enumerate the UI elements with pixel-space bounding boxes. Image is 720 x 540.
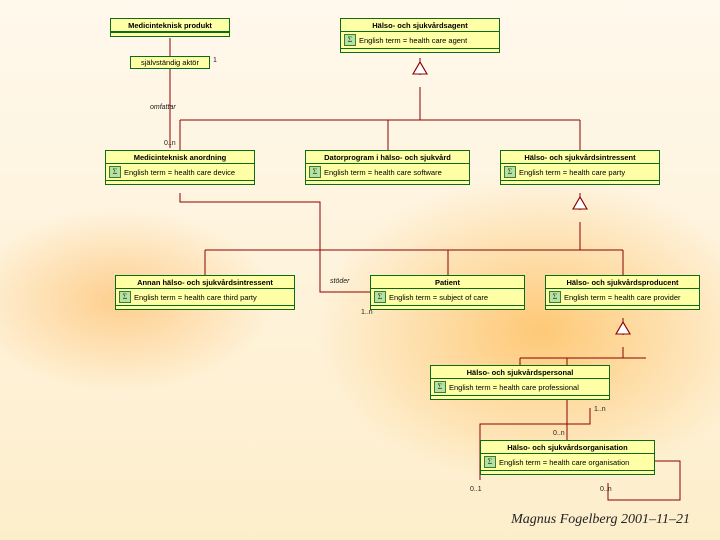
box-device: Medicinteknisk anordning Σ English term … (105, 150, 255, 185)
sigma-icon: Σ (434, 381, 446, 393)
sigma-icon: Σ (549, 291, 561, 303)
box-text: English term = health care software (324, 168, 442, 177)
box-title: Medicinteknisk produkt (111, 19, 229, 32)
sigma-icon: Σ (309, 166, 321, 178)
box-title: Datorprogram i hälso- och sjukvård (306, 151, 469, 164)
box-organisation: Hälso- och sjukvårdsorganisation Σ Engli… (480, 440, 655, 475)
label-stoder: stöder (330, 278, 349, 285)
box-aktor: självständig aktör (130, 56, 210, 69)
box-text: självständig aktör (141, 58, 199, 67)
box-title: Hälso- och sjukvårdspersonal (431, 366, 609, 379)
sigma-icon: Σ (119, 291, 131, 303)
box-party: Hälso- och sjukvårdsintressent Σ English… (500, 150, 660, 185)
box-text: English term = health care provider (564, 293, 681, 302)
sigma-icon: Σ (344, 34, 356, 46)
box-title: Hälso- och sjukvårdsorganisation (481, 441, 654, 454)
label-one-n: 1..n (361, 309, 373, 316)
box-text: English term = health care agent (359, 36, 467, 45)
box-patient: Patient Σ English term = subject of care (370, 275, 525, 310)
box-title: Hälso- och sjukvårdsproducent (546, 276, 699, 289)
label-zero-one: 0..1 (470, 486, 482, 493)
box-product: Medicinteknisk produkt (110, 18, 230, 37)
box-title: Hälso- och sjukvårdsintressent (501, 151, 659, 164)
sigma-icon: Σ (109, 166, 121, 178)
box-personal: Hälso- och sjukvårdspersonal Σ English t… (430, 365, 610, 400)
label-zero-n: 0..n (164, 140, 176, 147)
diagram-canvas: Medicinteknisk produkt självständig aktö… (0, 0, 720, 540)
box-title: Hälso- och sjukvårdsagent (341, 19, 499, 32)
label-one: 1 (213, 57, 217, 64)
label-zero-n: 0..n (600, 486, 612, 493)
box-text: English term = health care third party (134, 293, 257, 302)
box-title: Medicinteknisk anordning (106, 151, 254, 164)
box-text: English term = health care organisation (499, 458, 629, 467)
label-one-n: 1..n (594, 406, 606, 413)
box-producent: Hälso- och sjukvårdsproducent Σ English … (545, 275, 700, 310)
sigma-icon: Σ (484, 456, 496, 468)
box-text: English term = health care party (519, 168, 625, 177)
box-software: Datorprogram i hälso- och sjukvård Σ Eng… (305, 150, 470, 185)
box-third: Annan hälso- och sjukvårdsintressent Σ E… (115, 275, 295, 310)
box-text: English term = health care professional (449, 383, 579, 392)
box-title: Annan hälso- och sjukvårdsintressent (116, 276, 294, 289)
box-text: English term = health care device (124, 168, 235, 177)
label-zero-n: 0..n (553, 430, 565, 437)
footer-credit: Magnus Fogelberg 2001–11–21 (511, 512, 690, 528)
sigma-icon: Σ (374, 291, 386, 303)
label-omfattar: omfattar (150, 104, 176, 111)
box-text: English term = subject of care (389, 293, 488, 302)
box-title: Patient (371, 276, 524, 289)
sigma-icon: Σ (504, 166, 516, 178)
box-agent: Hälso- och sjukvårdsagent Σ English term… (340, 18, 500, 53)
